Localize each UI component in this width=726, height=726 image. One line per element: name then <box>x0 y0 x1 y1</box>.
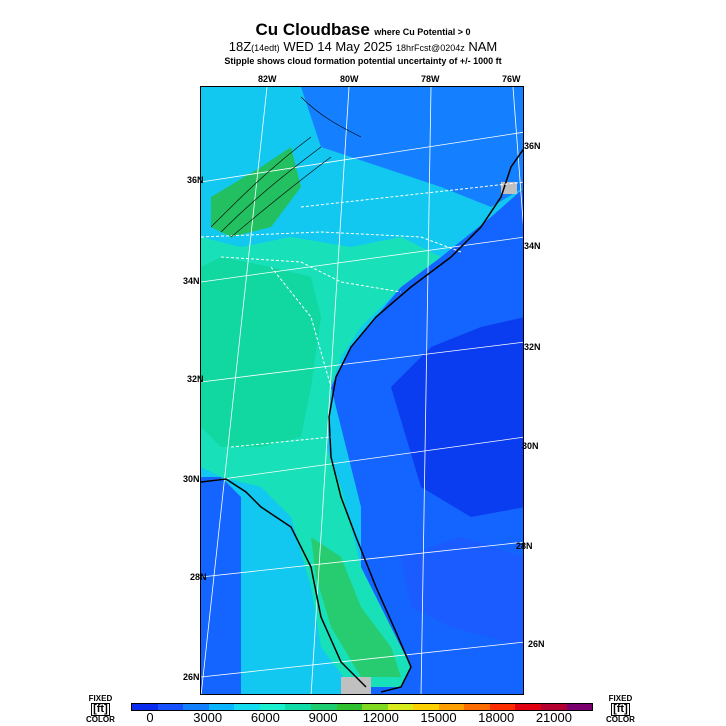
color-label: COLOR <box>86 715 115 724</box>
lon-label: 78W <box>421 74 440 84</box>
colorbar-tick-label: 9000 <box>308 710 338 725</box>
lat-label: 28N <box>516 541 533 551</box>
colorbar-swatch <box>208 704 235 710</box>
lat-label: 36N <box>187 175 204 185</box>
lat-label: 30N <box>522 441 539 451</box>
colorbar-left-legend: FIXED [ft] COLOR <box>86 695 115 724</box>
valid-time: 18Z <box>228 39 252 54</box>
lat-label: 34N <box>524 241 541 251</box>
lon-label: 82W <box>258 74 277 84</box>
title-main: Cu Cloudbase <box>255 20 370 39</box>
atlantic-band <box>401 537 523 647</box>
colorbar-swatch <box>489 704 516 710</box>
colorbar-tick-label: 12000 <box>362 710 399 725</box>
cloudbase-map <box>200 86 524 695</box>
model-name: NAM <box>468 39 498 54</box>
lat-label: 36N <box>524 141 541 151</box>
colorbar-tick-label: 6000 <box>250 710 280 725</box>
lat-label: 28N <box>190 572 207 582</box>
georgia-field <box>201 257 321 447</box>
colorbar-swatch <box>336 704 363 710</box>
colorbar-tick-label: 3000 <box>193 710 223 725</box>
lat-label: 26N <box>183 672 200 682</box>
graticule <box>201 87 523 694</box>
colorbar-swatch <box>413 704 439 710</box>
colorbar-tick-label: 21000 <box>535 710 572 725</box>
colorbar-swatch <box>438 704 465 710</box>
colorbar-swatch <box>541 704 567 710</box>
colorbar-tick-label: 18000 <box>478 710 515 725</box>
colorbar-swatch <box>387 704 414 710</box>
lat-label: 34N <box>183 276 200 286</box>
colorbar-tick-label: 15000 <box>420 710 457 725</box>
colorbar-swatch <box>234 704 260 710</box>
colorbar-swatch <box>183 704 209 710</box>
lat-label: 26N <box>528 639 545 649</box>
fixed-label: FIXED <box>88 694 113 703</box>
colorbar <box>131 703 593 711</box>
lon-label: 80W <box>340 74 359 84</box>
local-time: (14edt) <box>251 43 280 53</box>
colorbar-swatch <box>464 704 490 710</box>
colorbar-right-legend: FIXED [ft] COLOR <box>606 695 635 724</box>
lon-label: 76W <box>502 74 521 84</box>
unit-label: [ft] <box>611 703 630 716</box>
lat-label: 32N <box>524 342 541 352</box>
gulf-low-base <box>201 477 241 694</box>
valid-time-line: 18Z(14edt) WED 14 May 2025 18hrFcst@0204… <box>0 39 726 54</box>
lat-label: 32N <box>187 374 204 384</box>
florida-high-base <box>311 537 401 677</box>
forecast-hour: 18hrFcst@0204z <box>396 43 465 53</box>
colorbar-swatch <box>259 704 286 710</box>
east-coastline <box>328 148 523 693</box>
gulf-coastline <box>201 478 367 688</box>
color-label: COLOR <box>606 715 635 724</box>
colorbar-swatch <box>362 704 388 710</box>
terrain-contours <box>210 96 362 238</box>
title-condition: where Cu Potential > 0 <box>374 27 471 37</box>
colorbar-swatch <box>515 704 541 710</box>
colorbar-swatch <box>310 704 337 710</box>
missing-patch <box>341 677 371 694</box>
colorbar-swatch <box>157 704 184 710</box>
state-borders <box>201 181 523 448</box>
colorbar-tick-label: 0 <box>146 710 154 725</box>
colorbar-swatch <box>132 704 158 710</box>
lat-label: 30N <box>183 474 200 484</box>
unit-label: [ft] <box>91 703 110 716</box>
atlantic-lowest-base <box>391 317 523 517</box>
colorbar-swatch <box>566 704 593 710</box>
chart-title: Cu Cloudbase where Cu Potential > 0 <box>0 20 726 40</box>
valid-date: WED 14 May 2025 <box>283 39 393 54</box>
northeast-low-base <box>301 87 523 207</box>
stipple-note: Stipple shows cloud formation potential … <box>224 56 502 66</box>
fixed-label: FIXED <box>608 694 633 703</box>
map-canvas <box>201 87 523 694</box>
colorbar-swatch <box>285 704 311 710</box>
